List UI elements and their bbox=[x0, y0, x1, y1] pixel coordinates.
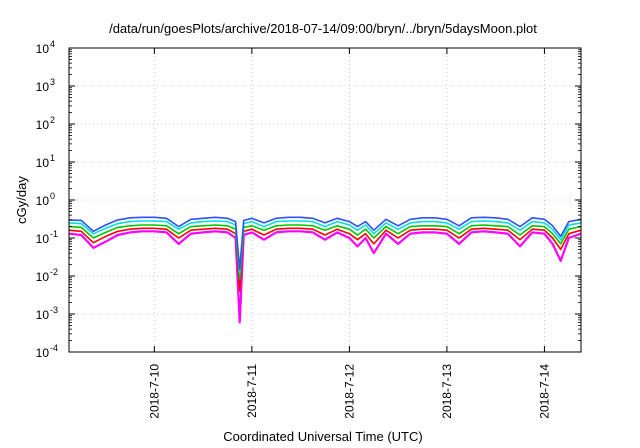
y-tick-label: 10-2 bbox=[36, 267, 58, 284]
y-tick-label: 10-4 bbox=[36, 343, 58, 360]
y-tick-label: 10-1 bbox=[36, 229, 58, 246]
series-line-5 bbox=[68, 216, 582, 271]
y-tick-exponent: 3 bbox=[50, 77, 55, 87]
y-tick-label: 10-3 bbox=[36, 305, 58, 322]
y-tick-exponent: -1 bbox=[50, 229, 58, 239]
y-tick-exponent: -3 bbox=[50, 305, 58, 315]
series-line-3 bbox=[68, 224, 582, 281]
x-axis-label: Coordinated Universal Time (UTC) bbox=[223, 429, 422, 444]
y-tick-label: 102 bbox=[36, 115, 55, 132]
chart-title: /data/run/goesPlots/archive/2018-07-14/0… bbox=[109, 21, 537, 36]
y-tick-exponent: 1 bbox=[50, 153, 55, 163]
x-tick-label: 2018-7-13 bbox=[440, 364, 454, 419]
y-tick-label: 103 bbox=[36, 77, 55, 94]
series-group bbox=[68, 216, 582, 324]
y-tick-exponent: -4 bbox=[50, 343, 58, 353]
y-tick-exponent: 4 bbox=[50, 39, 55, 49]
y-tick-label: 100 bbox=[36, 191, 55, 208]
x-tick-label: 2018-7-14 bbox=[537, 364, 551, 419]
series-line-4 bbox=[68, 220, 582, 274]
grid bbox=[69, 48, 581, 352]
y-tick-label: 104 bbox=[36, 39, 55, 56]
x-tick-label: 2018-7-11 bbox=[245, 364, 259, 418]
x-tick-label: 2018-7-10 bbox=[147, 364, 161, 419]
x-axis: 2018-7-10 2018-7-11 2018-7-12 2018-7-13 2018… bbox=[147, 48, 551, 419]
series-line-2 bbox=[68, 227, 582, 292]
y-axis-label: cGy/day bbox=[14, 176, 29, 224]
y-tick-label: 101 bbox=[36, 153, 55, 170]
y-tick-exponent: -2 bbox=[50, 267, 58, 277]
y-tick-exponent: 0 bbox=[50, 191, 55, 201]
series-line-1 bbox=[68, 230, 582, 324]
x-tick-label: 2018-7-12 bbox=[342, 364, 356, 419]
y-tick-exponent: 2 bbox=[50, 115, 55, 125]
